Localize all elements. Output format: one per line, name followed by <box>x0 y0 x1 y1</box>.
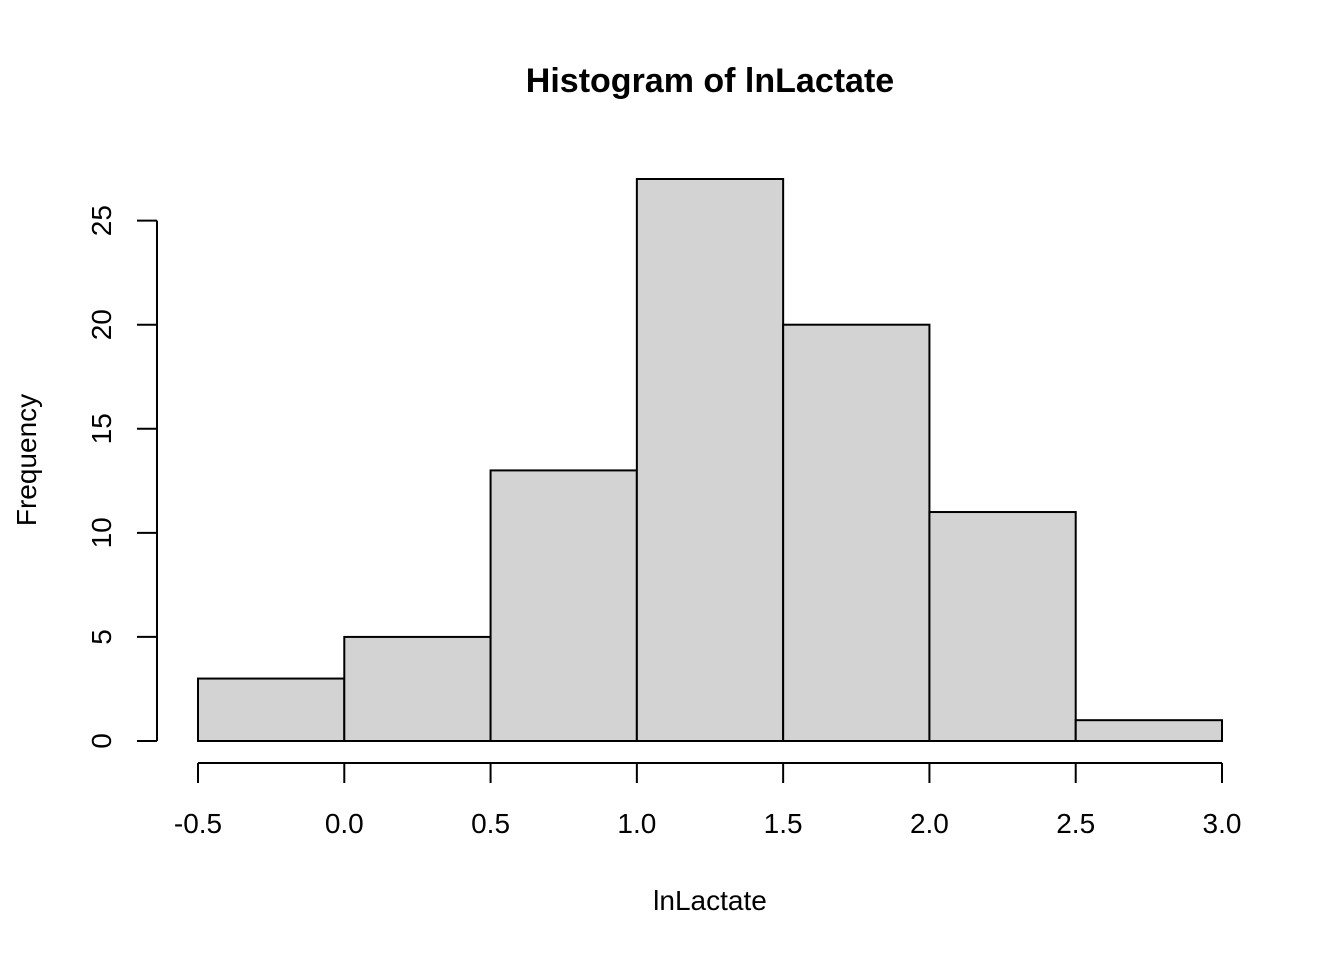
x-tick-label: 0.5 <box>471 808 510 839</box>
y-tick-label: 25 <box>86 205 117 236</box>
histogram-bar-2 <box>343 635 492 742</box>
y-tick-label: 5 <box>86 629 117 645</box>
x-tick-label: 1.0 <box>617 808 656 839</box>
histogram-bar-6 <box>928 511 1077 743</box>
x-tick-label: -0.5 <box>174 808 222 839</box>
x-tick-label: 1.5 <box>764 808 803 839</box>
histogram-bar-5 <box>782 323 931 742</box>
x-tick-label: 0.0 <box>325 808 364 839</box>
x-tick-label: 2.0 <box>910 808 949 839</box>
x-tick-label: 2.5 <box>1056 808 1095 839</box>
y-tick-label: 0 <box>86 733 117 749</box>
histogram-bar-1 <box>197 677 346 742</box>
y-axis: 0 5 10 15 20 25 <box>86 205 158 749</box>
x-axis-label: lnLactate <box>653 885 767 916</box>
bars-group <box>197 178 1223 743</box>
x-tick-label: 3.0 <box>1203 808 1242 839</box>
y-tick-label: 15 <box>86 413 117 444</box>
y-tick-label: 10 <box>86 517 117 548</box>
histogram-bar-4 <box>635 178 785 742</box>
x-axis: -0.5 0.0 0.5 1.0 1.5 2.0 2.5 3.0 <box>174 762 1242 839</box>
y-axis-label: Frequency <box>11 394 42 526</box>
y-tick-label: 20 <box>86 309 117 340</box>
histogram-bar-7 <box>1074 719 1223 742</box>
chart-title: Histogram of lnLactate <box>526 62 894 100</box>
histogram-bar-3 <box>489 469 638 742</box>
